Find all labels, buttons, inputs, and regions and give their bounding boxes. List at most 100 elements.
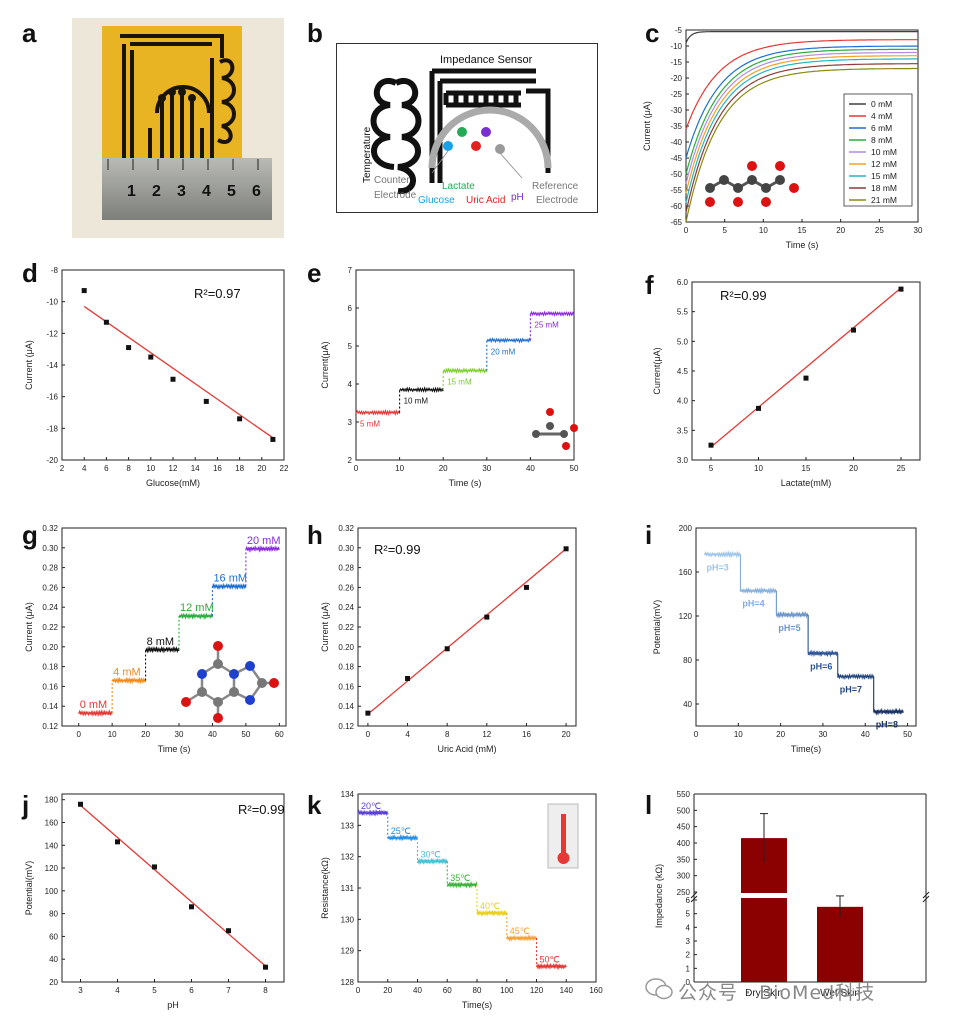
molecule-atom (269, 678, 279, 688)
step-label: 10 mM (404, 397, 429, 406)
data-point (103, 319, 109, 325)
step-label: 20 mM (247, 535, 281, 547)
y-tick-label: 129 (341, 947, 355, 956)
data-point (851, 327, 856, 333)
x-tick-label: 5 (722, 226, 727, 235)
y-tick-label: 133 (341, 821, 355, 830)
data-point (148, 354, 154, 360)
series-line (685, 58, 918, 203)
step-label: pH=6 (810, 661, 832, 671)
y-tick-label: -35 (670, 122, 682, 131)
step-label: 50℃ (540, 954, 560, 964)
y-tick-label: 0.12 (42, 722, 58, 731)
molecule-atom (761, 197, 771, 207)
molecule-atom (245, 695, 255, 705)
x-tick-label: 20 (439, 464, 448, 473)
molecule-atom (197, 669, 207, 679)
y-tick-label: 130 (341, 915, 355, 924)
step-label: pH=3 (706, 562, 728, 572)
y-tick-label: 0.30 (338, 544, 354, 553)
y-tick-label: 250 (677, 888, 691, 897)
legend-entry: 8 mM (871, 135, 892, 145)
panel-label-k: k (307, 790, 322, 820)
x-tick-label: 40 (413, 986, 422, 995)
data-point (203, 398, 209, 404)
y-tick-label: 180 (45, 796, 59, 805)
y-tick-label: 4.0 (677, 397, 689, 406)
x-tick-label: 16 (213, 464, 222, 473)
step-label: 16 mM (213, 572, 247, 584)
y-tick-label: -8 (51, 266, 59, 275)
molecule-atom (181, 697, 191, 707)
chart-k-temperature-steps: 0 20 40 60 80 100 120 140 160 128 129 130 131 132 133 1… (320, 790, 603, 1010)
step-segment (399, 386, 444, 394)
y-tick-label: 200 (679, 524, 693, 533)
molecule-atom (560, 430, 568, 438)
molecule-atom (761, 183, 771, 193)
y-tick-label: 6 (686, 896, 691, 905)
ruler-number: 5 (227, 183, 236, 200)
y-tick-label: 4.5 (677, 367, 689, 376)
molecule-atom (546, 408, 554, 416)
x-tick-label: 10 (754, 464, 763, 473)
data-point (152, 864, 157, 870)
series-line (685, 63, 918, 213)
y-tick-label: 131 (341, 884, 355, 893)
data-point (189, 904, 194, 910)
x-tick-label: 20 (776, 730, 785, 739)
x-tick-label: 8 (263, 986, 268, 995)
x-tick-label: 0 (684, 226, 689, 235)
legend-entry: 15 mM (871, 171, 897, 181)
legend-entry: 4 mM (871, 111, 892, 121)
y-axis-label: Current (μA) (24, 340, 34, 390)
wechat-icon (645, 978, 673, 1000)
y-tick-label: -30 (670, 106, 682, 115)
step-segment (446, 881, 478, 889)
x-tick-label: 160 (589, 986, 603, 995)
thermometer-icon (557, 852, 570, 864)
y-tick-label: 0.32 (42, 524, 58, 533)
x-tick-label: 12 (169, 464, 178, 473)
x-tick-label: 80 (473, 986, 482, 995)
chart-l-impedance-bars: 250 300 350 400 450 500 550 0 1 2 3 4 5 6 Impedance (k… (654, 790, 930, 999)
y-tick-label: 0.14 (338, 702, 354, 711)
counter-electrode-label: Counter (374, 175, 410, 186)
y-tick-label: 20 (49, 978, 58, 987)
y-tick-label: 4 (348, 380, 353, 389)
y-tick-label: 6.0 (677, 278, 689, 287)
step-label: 45℃ (510, 926, 530, 936)
reference-electrode-label: Electrode (536, 195, 579, 206)
step-label: 15 mM (447, 378, 472, 387)
x-tick-label: 0 (354, 464, 359, 473)
legend-entry: 6 mM (871, 123, 892, 133)
watermark: 公众号 · BioMed科技 (678, 982, 876, 1004)
molecule-atom (775, 161, 785, 171)
step-segment (703, 550, 741, 559)
y-tick-label: -55 (670, 186, 682, 195)
x-category-label: Dry Skin (745, 988, 783, 999)
panel-label-f: f (645, 270, 654, 300)
uric-acid-label: Uric Acid (466, 195, 505, 206)
molecule-atom (245, 661, 255, 671)
y-tick-label: 0.16 (338, 682, 354, 691)
y-axis-label: Potential(mV) (652, 600, 662, 655)
x-tick-label: 10 (395, 464, 404, 473)
y-tick-label: 0.26 (338, 583, 354, 592)
molecule-atom (570, 424, 578, 432)
y-axis-label: Current(μA) (320, 341, 330, 388)
plot-frame (691, 281, 921, 461)
step-segment (387, 834, 419, 842)
y-tick-label: 300 (677, 872, 691, 881)
step-label: 8 mM (147, 636, 175, 648)
molecule-atom (705, 197, 715, 207)
data-point (226, 928, 231, 934)
step-segment (535, 962, 567, 971)
ph-label: pH (511, 192, 524, 203)
x-tick-label: 50 (241, 730, 250, 739)
step-label: 0 mM (80, 699, 108, 711)
x-tick-label: 5 (709, 464, 714, 473)
molecule-atom (719, 175, 729, 185)
y-tick-label: 132 (341, 853, 355, 862)
molecule-atom (562, 442, 570, 450)
r-squared-annotation: R²=0.99 (238, 802, 285, 817)
